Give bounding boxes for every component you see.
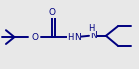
Text: H: H	[67, 33, 74, 42]
Text: O: O	[48, 8, 55, 17]
Text: N: N	[74, 33, 80, 42]
Text: N: N	[90, 31, 97, 40]
Text: H: H	[88, 24, 95, 32]
Text: O: O	[31, 33, 38, 42]
